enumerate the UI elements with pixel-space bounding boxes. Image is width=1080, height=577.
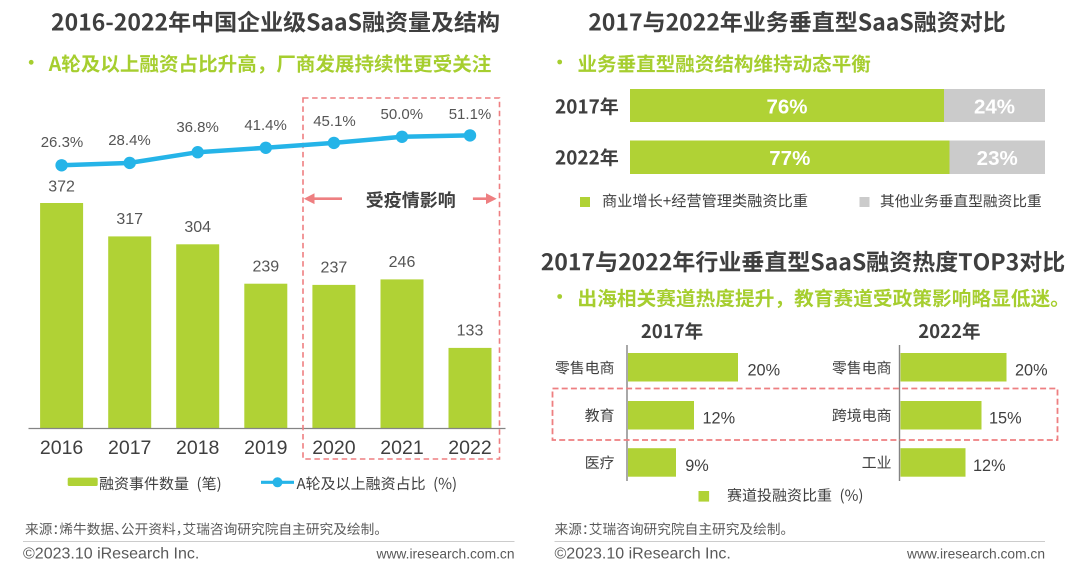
svg-text:317: 317 [116, 211, 143, 228]
svg-text:2022: 2022 [448, 437, 491, 459]
svg-text:2018: 2018 [176, 437, 219, 459]
svg-text:133: 133 [457, 323, 484, 340]
svg-text:20%: 20% [748, 361, 781, 379]
svg-text:41.4%: 41.4% [244, 117, 287, 134]
svg-text:36.8%: 36.8% [176, 119, 219, 136]
svg-text:28.4%: 28.4% [108, 132, 151, 149]
svg-text:2017: 2017 [108, 437, 151, 459]
svg-text:www.iresearch.com.cn: www.iresearch.com.cn [375, 547, 514, 562]
svg-text:20%: 20% [1015, 361, 1048, 379]
svg-text:9%: 9% [685, 457, 709, 475]
svg-text:246: 246 [389, 254, 416, 271]
svg-text:24%: 24% [974, 95, 1015, 118]
svg-text:©2023.10 iResearch Inc.: ©2023.10 iResearch Inc. [23, 546, 199, 563]
svg-text:304: 304 [184, 219, 211, 236]
svg-text:76%: 76% [766, 95, 807, 118]
svg-text:26.3%: 26.3% [41, 134, 84, 151]
svg-text:45.1%: 45.1% [313, 113, 356, 130]
svg-text:51.1%: 51.1% [449, 106, 492, 123]
svg-text:23%: 23% [977, 147, 1018, 170]
svg-text:www.iresearch.com.cn: www.iresearch.com.cn [906, 547, 1045, 562]
svg-text:77%: 77% [769, 147, 810, 170]
svg-text:15%: 15% [989, 409, 1022, 427]
svg-text:239: 239 [252, 259, 279, 276]
svg-text:12%: 12% [973, 457, 1006, 475]
svg-text:50.0%: 50.0% [381, 106, 424, 123]
svg-text:2020: 2020 [312, 437, 356, 459]
svg-text:237: 237 [321, 260, 348, 277]
svg-text:2021: 2021 [380, 437, 423, 459]
svg-text:12%: 12% [703, 409, 736, 427]
svg-text:372: 372 [48, 178, 75, 195]
svg-text:2016: 2016 [40, 437, 83, 459]
svg-text:©2023.10 iResearch Inc.: ©2023.10 iResearch Inc. [555, 546, 731, 563]
svg-text:2019: 2019 [244, 437, 287, 459]
